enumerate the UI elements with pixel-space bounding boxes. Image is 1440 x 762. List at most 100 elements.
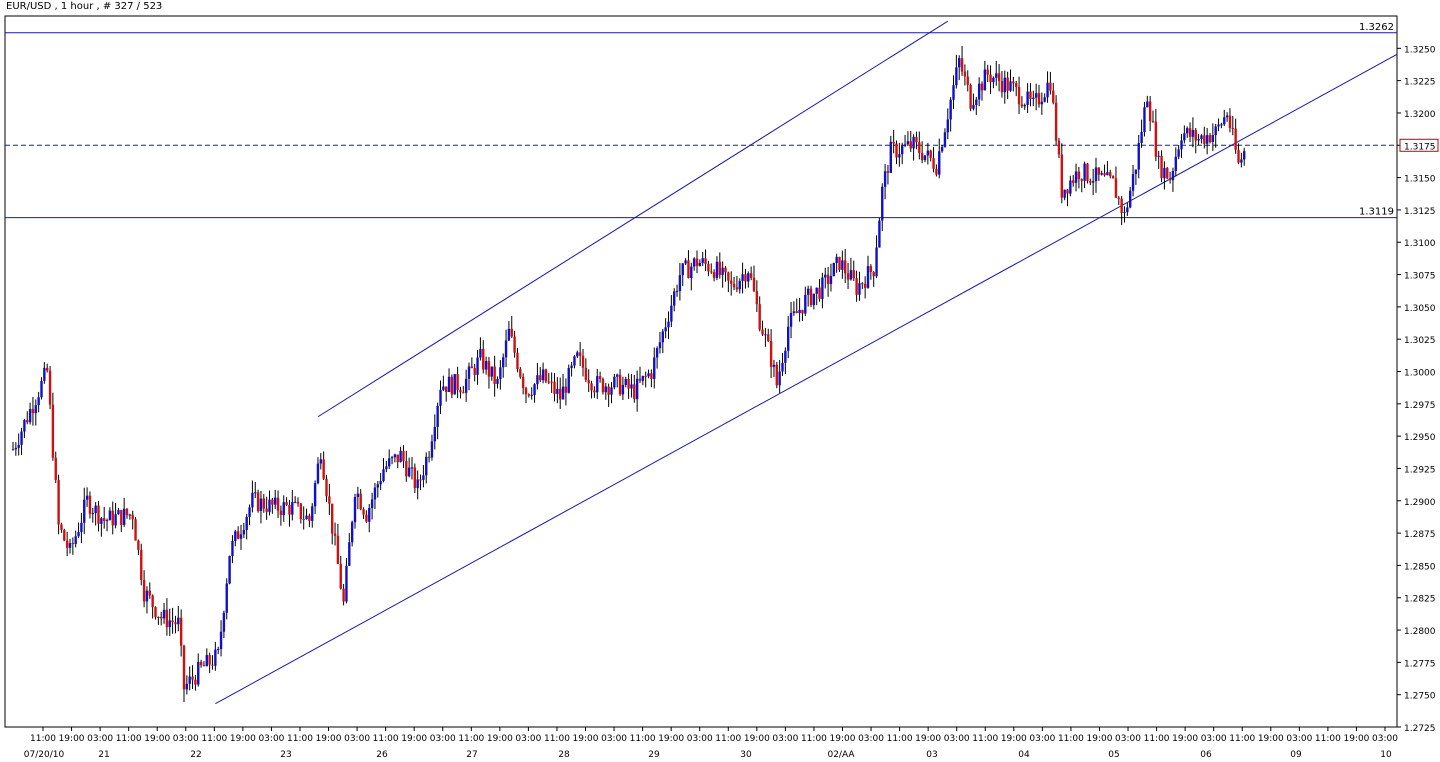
candle-body: [376, 484, 379, 488]
candle-body: [938, 151, 941, 175]
x-date-label: 28: [558, 750, 570, 760]
candle-body: [673, 291, 676, 306]
x-tick-label: 03:00: [687, 734, 713, 744]
candle-body: [1151, 121, 1155, 123]
candle-body: [63, 529, 66, 541]
candle-body: [980, 83, 984, 91]
candle-body: [1040, 101, 1044, 105]
candle-body: [824, 274, 827, 278]
candle-body: [738, 280, 741, 290]
candle-body: [1211, 135, 1215, 142]
candle-body: [231, 541, 234, 556]
candle-body: [1177, 149, 1180, 157]
candle-body: [51, 404, 55, 458]
level-label: 1.3119: [1359, 207, 1394, 218]
candle-body: [502, 357, 505, 368]
x-tick-label: 19:00: [487, 734, 513, 744]
candle-body: [57, 479, 60, 525]
candle-body: [299, 503, 303, 520]
candle-body: [1208, 135, 1212, 142]
candle-body: [692, 258, 696, 267]
candle-body: [222, 612, 226, 632]
candle-body: [744, 274, 747, 282]
candle-body: [687, 260, 690, 279]
candle-body: [995, 73, 998, 78]
candle-body: [758, 304, 761, 330]
candle-body: [185, 683, 189, 690]
candle-body: [1032, 97, 1035, 99]
candle-body: [533, 384, 536, 395]
x-date-label: 02/AA: [827, 750, 855, 760]
candle-body: [841, 260, 844, 270]
trendline-channel-lower: [215, 53, 1398, 705]
candle-body: [550, 381, 553, 383]
candle-body: [889, 141, 892, 173]
candle-body: [838, 256, 841, 270]
candle-body: [142, 579, 146, 602]
candle-body: [276, 497, 280, 511]
candle-body: [670, 305, 673, 322]
candle-body: [881, 186, 884, 221]
x-tick-label: 11:00: [116, 734, 142, 744]
y-tick-label: 1.2725: [1404, 724, 1436, 734]
candle-body: [969, 84, 972, 109]
level-price-box: [1399, 138, 1439, 152]
x-date-label: 04: [1018, 750, 1030, 760]
candle-body: [1129, 190, 1132, 208]
candle-body: [14, 447, 18, 450]
candle-body: [815, 287, 818, 294]
candle-body: [464, 378, 468, 393]
candle-body: [43, 367, 46, 381]
candle-body: [730, 280, 733, 284]
candle-body: [832, 263, 835, 277]
candle-body: [1063, 189, 1066, 198]
candle-body: [390, 457, 394, 459]
candle-body: [712, 272, 716, 278]
candle-body: [590, 383, 593, 391]
y-tick-label: 1.2825: [1404, 595, 1436, 605]
candle-body: [909, 141, 912, 149]
candle-body: [920, 152, 924, 161]
candle-body: [1111, 176, 1115, 179]
candle-body: [348, 542, 351, 566]
y-tick-label: 1.3200: [1404, 110, 1436, 120]
x-tick-label: 19:00: [830, 734, 856, 744]
candle-body: [331, 503, 334, 534]
candle-body: [578, 352, 582, 356]
candle-body: [1123, 212, 1126, 214]
candle-body: [425, 456, 428, 476]
y-tick-label: 1.3075: [1404, 272, 1436, 282]
candle-body: [145, 590, 149, 602]
candle-body: [627, 378, 630, 389]
x-tick-label: 03:00: [1286, 734, 1312, 744]
candle-body: [48, 370, 52, 405]
candle-body: [490, 366, 493, 377]
candle-body: [188, 676, 191, 684]
candle-body: [436, 405, 439, 428]
candle-body: [100, 518, 103, 524]
candle-body: [826, 274, 830, 284]
candle-body: [972, 104, 975, 109]
candle-body: [407, 467, 411, 477]
candle-body: [1220, 124, 1223, 126]
candle-body: [114, 514, 117, 526]
candle-body: [504, 340, 508, 358]
candle-body: [46, 367, 49, 371]
candle-body: [1228, 115, 1232, 129]
candle-body: [473, 368, 476, 375]
candle-body: [410, 467, 414, 469]
candle-body: [710, 271, 713, 273]
candle-body: [214, 649, 217, 666]
candle-body: [955, 67, 958, 86]
candle-body: [918, 142, 921, 153]
candle-body: [610, 387, 613, 395]
x-tick-label: 03:00: [430, 734, 456, 744]
x-date-label: 29: [648, 750, 660, 760]
candle-body: [319, 459, 322, 464]
x-tick-label: 19:00: [230, 734, 256, 744]
candle-body: [530, 394, 533, 396]
candle-body: [901, 145, 904, 155]
candle-body: [419, 479, 422, 481]
candle-body: [641, 375, 645, 381]
